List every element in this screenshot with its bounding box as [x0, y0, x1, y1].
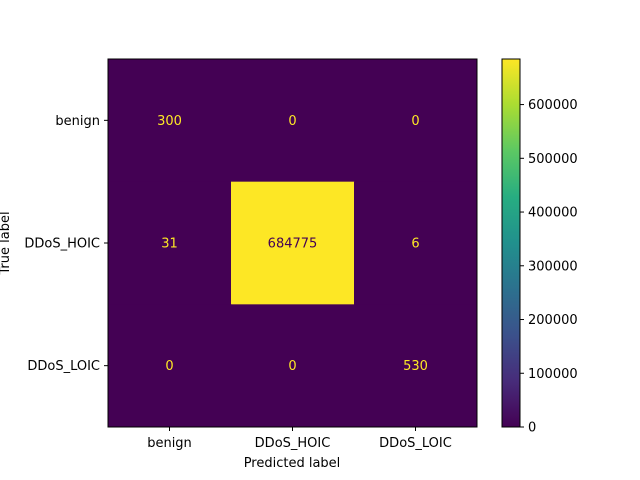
matrix-cell — [231, 304, 355, 428]
matrix-cell — [354, 304, 478, 428]
cell-value-label: 300 — [157, 114, 182, 129]
matrix-cell — [231, 181, 355, 305]
cell-value-label: 0 — [165, 359, 173, 374]
x-tick-label: DDoS_LOIC — [379, 436, 452, 451]
matrix-cell — [108, 304, 232, 428]
colorbar-tick-label: 0 — [528, 421, 536, 436]
cell-value-label: 530 — [403, 359, 428, 374]
y-axis-label: True label — [0, 211, 13, 275]
colorbar-tick-label: 600000 — [528, 98, 578, 113]
cell-value-label: 31 — [161, 237, 178, 252]
colorbar-ticks: 0 100000 200000 300000 400000 500000 600000 — [520, 98, 578, 436]
y-tick-label: DDoS_LOIC — [27, 359, 100, 374]
colorbar-tick-label: 500000 — [528, 152, 578, 167]
cell-value-label: 0 — [288, 359, 296, 374]
cell-value-label: 0 — [411, 114, 419, 129]
matrix-cell — [108, 59, 232, 183]
x-axis-ticks: benign DDoS_HOIC DDoS_LOIC — [147, 427, 452, 451]
cell-value-label: 0 — [288, 114, 296, 129]
y-tick-label: DDoS_HOIC — [24, 237, 100, 252]
matrix-cells — [108, 59, 478, 428]
cell-value-labels: 300 0 0 31 684775 6 0 0 530 — [157, 114, 428, 374]
matrix-cell — [108, 181, 232, 305]
y-axis-ticks: benign DDoS_HOIC DDoS_LOIC — [24, 114, 108, 374]
colorbar — [501, 58, 521, 428]
colorbar-tick-label: 400000 — [528, 206, 578, 221]
matrix-cell — [354, 181, 478, 305]
matrix-cell — [354, 59, 478, 183]
x-axis-label: Predicted label — [244, 456, 341, 471]
y-tick-label: benign — [55, 114, 100, 129]
matrix-cell — [231, 59, 355, 183]
colorbar-tick-label: 200000 — [528, 313, 578, 328]
cell-value-label: 684775 — [268, 237, 318, 252]
x-tick-label: DDoS_HOIC — [255, 436, 331, 451]
cell-value-label: 6 — [411, 237, 419, 252]
x-tick-label: benign — [147, 436, 192, 451]
colorbar-tick-label: 300000 — [528, 259, 578, 274]
colorbar-tick-label: 100000 — [528, 367, 578, 382]
